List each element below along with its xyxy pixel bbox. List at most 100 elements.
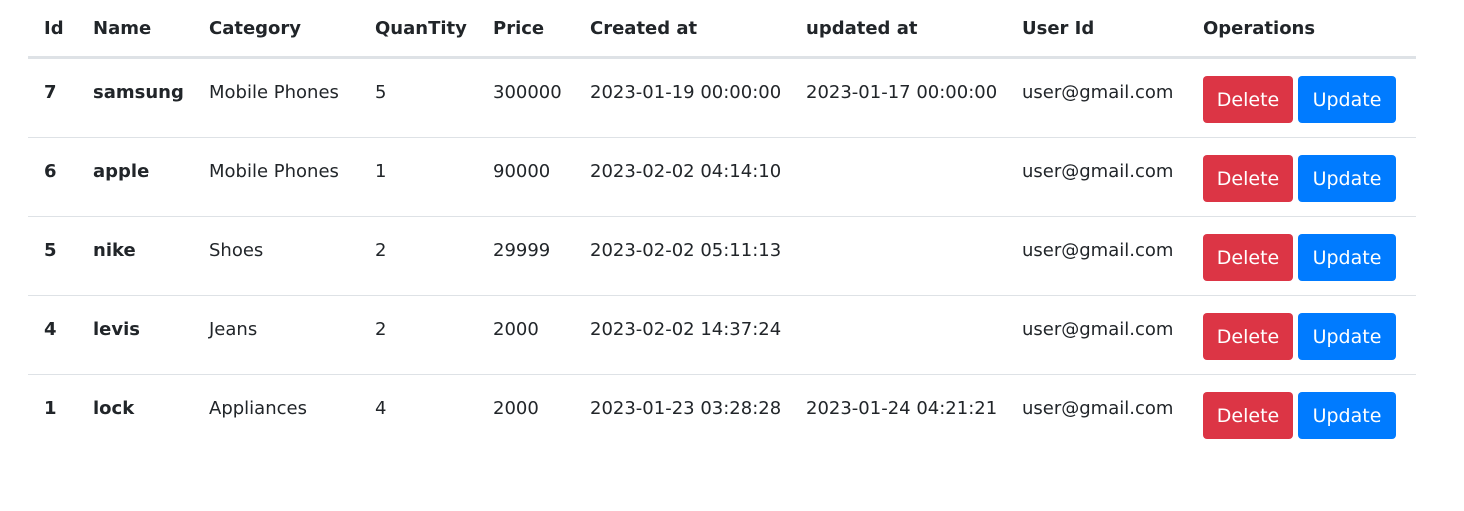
cell-updated-at-text: 2023-01-24 04:21:21: [806, 398, 998, 419]
cell-price: 300000: [477, 57, 574, 138]
update-button[interactable]: Update: [1298, 392, 1396, 439]
cell-quantity-text: 1: [375, 161, 387, 182]
header-updated-at: updated at: [790, 0, 1006, 59]
cell-created-at-text: 2023-02-02 14:37:24: [590, 319, 782, 340]
table-header: Id Name Category QuanTity Price Created …: [28, 0, 1416, 59]
cell-name: lock: [77, 375, 193, 454]
cell-id: 5: [28, 216, 77, 296]
cell-quantity: 5: [359, 57, 477, 138]
cell-id-text: 4: [44, 319, 57, 340]
cell-id: 1: [28, 375, 77, 454]
cell-id: 4: [28, 295, 77, 375]
row-actions: Delete Update: [1203, 138, 1416, 202]
cell-id-text: 1: [44, 398, 57, 419]
header-user-id: User Id: [1006, 0, 1187, 59]
cell-updated-at-text: [806, 138, 1006, 160]
cell-quantity: 2: [359, 295, 477, 375]
cell-name: levis: [77, 295, 193, 375]
cell-id: 6: [28, 137, 77, 217]
cell-created-at: 2023-02-02 14:37:24: [574, 295, 790, 375]
cell-user-id: user@gmail.com: [1006, 57, 1187, 138]
cell-price-text: 90000: [493, 161, 551, 182]
delete-button[interactable]: Delete: [1203, 155, 1293, 202]
header-price: Price: [477, 0, 574, 59]
header-name: Name: [77, 0, 193, 59]
cell-category-text: Shoes: [209, 240, 264, 261]
delete-button[interactable]: Delete: [1203, 392, 1293, 439]
cell-quantity: 4: [359, 375, 477, 454]
cell-id-text: 6: [44, 161, 57, 182]
cell-user-id-text: user@gmail.com: [1022, 398, 1174, 419]
cell-created-at-text: 2023-01-23 03:28:28: [590, 398, 782, 419]
cell-updated-at-text: 2023-01-17 00:00:00: [806, 82, 998, 103]
header-id: Id: [28, 0, 77, 59]
table-row: 5 nike Shoes 2 29999 2023-02-02 05:11:13 user@…: [28, 216, 1416, 296]
cell-category: Mobile Phones: [193, 137, 359, 217]
cell-created-at: 2023-01-19 00:00:00: [574, 57, 790, 138]
table-row: 6 apple Mobile Phones 1 90000 2023-02-02 04:1…: [28, 137, 1416, 217]
cell-id: 7: [28, 57, 77, 138]
cell-price-text: 300000: [493, 82, 562, 103]
cell-quantity-text: 5: [375, 82, 387, 103]
cell-price-text: 29999: [493, 240, 551, 261]
cell-operations: Delete Update: [1187, 57, 1416, 138]
update-button[interactable]: Update: [1298, 76, 1396, 123]
row-actions: Delete Update: [1203, 296, 1416, 360]
cell-price: 29999: [477, 216, 574, 296]
cell-price-text: 2000: [493, 319, 539, 340]
delete-button[interactable]: Delete: [1203, 234, 1293, 281]
cell-name: apple: [77, 137, 193, 217]
cell-created-at-text: 2023-02-02 05:11:13: [590, 240, 782, 261]
cell-quantity-text: 4: [375, 398, 387, 419]
cell-id-text: 7: [44, 82, 57, 103]
header-quantity: QuanTity: [359, 0, 477, 59]
cell-operations: Delete Update: [1187, 375, 1416, 454]
cell-name-text: levis: [93, 319, 140, 340]
cell-price: 2000: [477, 375, 574, 454]
table-row: 7 samsung Mobile Phones 5 300000 2023-01-19 0…: [28, 57, 1416, 138]
table-body: 7 samsung Mobile Phones 5 300000 2023-01-19 0…: [28, 57, 1416, 454]
table-row: 4 levis Jeans 2 2000 2023-02-02 14:37:24 user@…: [28, 295, 1416, 375]
cell-category: Appliances: [193, 375, 359, 454]
cell-operations: Delete Update: [1187, 295, 1416, 375]
cell-created-at: 2023-02-02 05:11:13: [574, 216, 790, 296]
cell-category: Mobile Phones: [193, 57, 359, 138]
cell-updated-at: [790, 295, 1006, 375]
delete-button[interactable]: Delete: [1203, 76, 1293, 123]
update-button[interactable]: Update: [1298, 155, 1396, 202]
cell-user-id-text: user@gmail.com: [1022, 161, 1174, 182]
update-button[interactable]: Update: [1298, 234, 1396, 281]
cell-id-text: 5: [44, 240, 57, 261]
cell-updated-at: 2023-01-17 00:00:00: [790, 57, 1006, 138]
cell-created-at-text: 2023-02-02 04:14:10: [590, 161, 782, 182]
cell-user-id-text: user@gmail.com: [1022, 240, 1174, 261]
header-category: Category: [193, 0, 359, 59]
cell-user-id-text: user@gmail.com: [1022, 319, 1174, 340]
cell-category: Jeans: [193, 295, 359, 375]
cell-quantity: 2: [359, 216, 477, 296]
cell-updated-at: [790, 216, 1006, 296]
cell-category-text: Appliances: [209, 398, 307, 419]
cell-user-id: user@gmail.com: [1006, 375, 1187, 454]
cell-user-id: user@gmail.com: [1006, 137, 1187, 217]
cell-updated-at: 2023-01-24 04:21:21: [790, 375, 1006, 454]
update-button[interactable]: Update: [1298, 313, 1396, 360]
header-row: Id Name Category QuanTity Price Created …: [28, 0, 1416, 59]
delete-button[interactable]: Delete: [1203, 313, 1293, 360]
table-row: 1 lock Appliances 4 2000 2023-01-23 03:28:28 2…: [28, 375, 1416, 454]
row-actions: Delete Update: [1203, 217, 1416, 281]
header-created-at: Created at: [574, 0, 790, 59]
cell-name-text: nike: [93, 240, 136, 261]
row-actions: Delete Update: [1203, 59, 1416, 123]
cell-user-id-text: user@gmail.com: [1022, 82, 1174, 103]
cell-category-text: Mobile Phones: [209, 161, 339, 182]
cell-name-text: lock: [93, 398, 135, 419]
cell-name: nike: [77, 216, 193, 296]
cell-user-id: user@gmail.com: [1006, 295, 1187, 375]
cell-name-text: apple: [93, 161, 150, 182]
cell-price: 90000: [477, 137, 574, 217]
header-operations: Operations: [1187, 0, 1416, 59]
cell-quantity: 1: [359, 137, 477, 217]
cell-quantity-text: 2: [375, 240, 387, 261]
cell-category-text: Mobile Phones: [209, 82, 339, 103]
